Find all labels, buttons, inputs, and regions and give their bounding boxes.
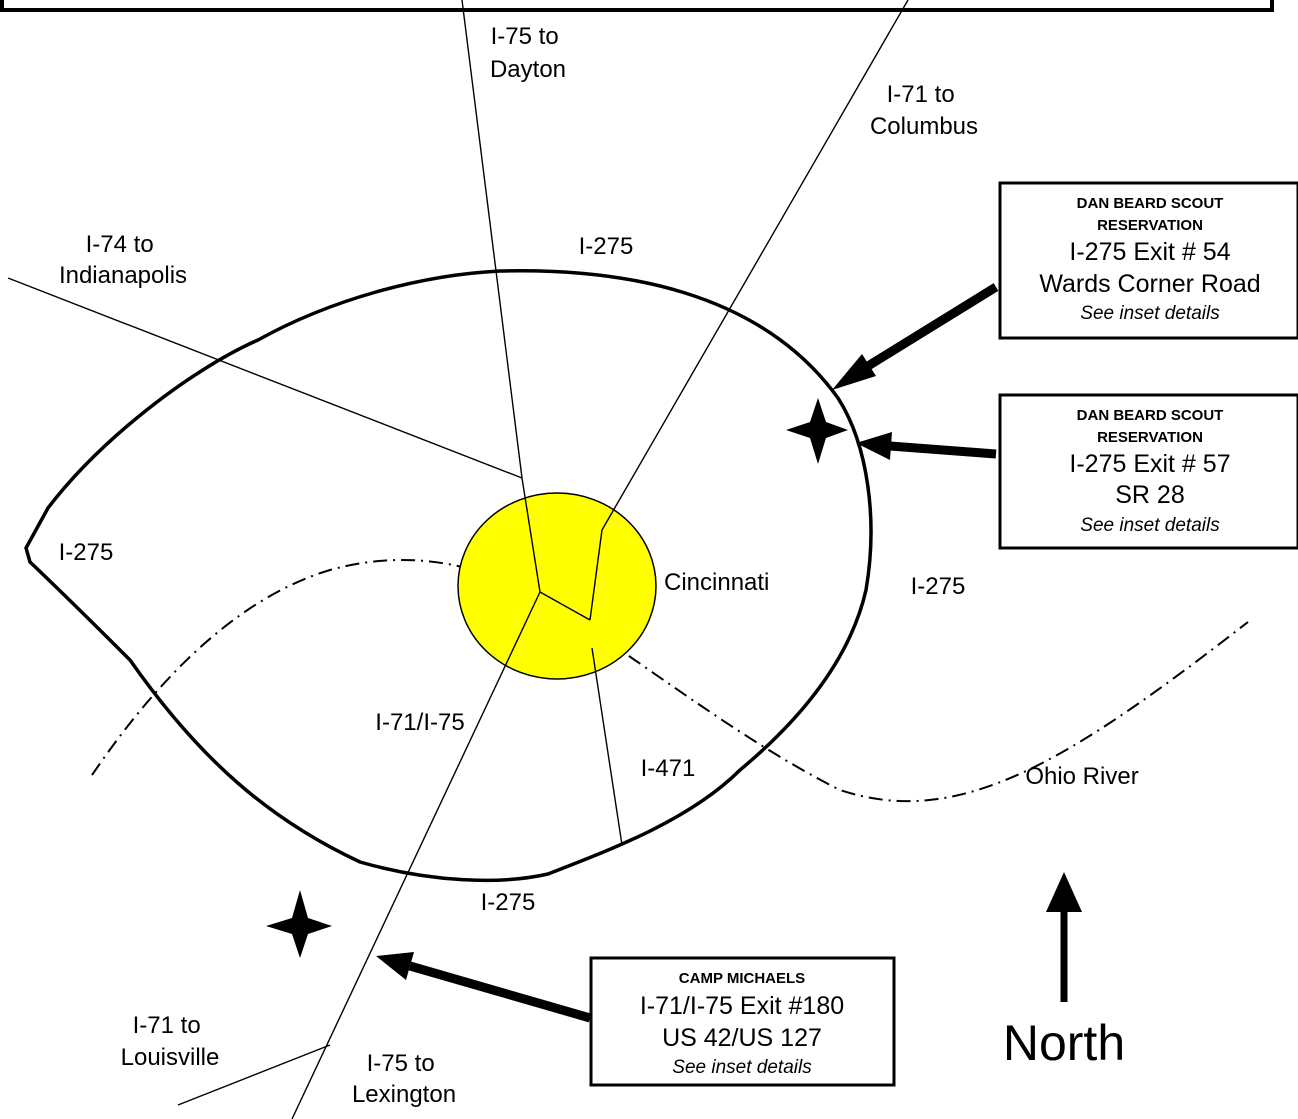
arrow-head-exit-180 xyxy=(376,952,414,980)
callout-exit-54-line-2: Wards Corner Road xyxy=(1039,270,1260,298)
road-i71-i75-south xyxy=(291,591,541,1119)
label-i71-louisville-line2: Louisville xyxy=(121,1044,220,1071)
arrow-shaft-exit-180 xyxy=(408,961,592,1023)
callout-camp-michaels-box xyxy=(589,956,896,1087)
callout-camp-michaels-note: See inset details xyxy=(672,1057,812,1078)
road-downtown-connector xyxy=(539,591,591,621)
label-i71-columbus-line1: I-71 to xyxy=(887,81,955,108)
label-cincinnati: Cincinnati xyxy=(664,569,769,596)
callout-exit-57-line-2: SR 28 xyxy=(1115,481,1184,509)
callout-exit-57-note: See inset details xyxy=(1080,515,1220,536)
label-i75-lexington: I-75 to Lexington xyxy=(352,1050,456,1108)
label-i275-left: I-275 xyxy=(59,539,114,566)
arrow-shaft-exit-54 xyxy=(865,283,999,370)
label-ohio-river: Ohio River xyxy=(1025,763,1138,790)
north-arrow-head xyxy=(1046,872,1082,912)
road-i74 xyxy=(7,277,523,479)
label-i74-line2: Indianapolis xyxy=(59,262,187,289)
callout-exit-54: DAN BEARD SCOUT RESERVATION I-275 Exit #… xyxy=(998,181,1298,340)
callout-exit-57-title-2: RESERVATION xyxy=(1097,429,1203,446)
callout-exit-54-note: See inset details xyxy=(1080,303,1220,324)
label-i275-top: I-275 xyxy=(579,233,634,260)
road-i71-north xyxy=(589,0,909,621)
callout-exit-54-line-1: I-275 Exit # 54 xyxy=(1069,238,1230,266)
callout-camp-michaels-line-1: I-71/I-75 Exit #180 xyxy=(640,992,844,1020)
arrow-head-exit-57 xyxy=(856,432,892,460)
star-marker-dan-beard xyxy=(786,398,848,464)
road-i471 xyxy=(591,647,623,846)
callout-camp-michaels-line-2: US 42/US 127 xyxy=(662,1024,822,1052)
road-i71-south-branch xyxy=(177,1044,331,1106)
label-i71-louisville: I-71 to Louisville xyxy=(121,1012,220,1071)
callout-exit-54-box xyxy=(998,181,1298,340)
callout-camp-michaels-title: CAMP MICHAELS xyxy=(679,970,805,987)
callout-camp-michaels: CAMP MICHAELS I-71/I-75 Exit #180 US 42/… xyxy=(589,956,896,1087)
star-marker-camp-michaels xyxy=(266,890,332,958)
callout-exit-54-title-2: RESERVATION xyxy=(1097,217,1203,234)
label-i75-dayton: I-75 to Dayton xyxy=(490,23,566,83)
arrow-shaft-exit-57 xyxy=(889,441,997,459)
callout-exit-57-line-1: I-275 Exit # 57 xyxy=(1069,450,1230,478)
north-label: North xyxy=(1003,1015,1125,1071)
label-i71-columbus: I-71 to Columbus xyxy=(870,81,978,140)
arrow-head-exit-54 xyxy=(832,354,876,390)
callout-exit-54-title-1: DAN BEARD SCOUT xyxy=(1077,195,1224,212)
label-i71-louisville-line1: I-71 to xyxy=(133,1012,201,1039)
label-i74-indianapolis: I-74 to Indianapolis xyxy=(59,231,187,289)
label-i71-i75: I-71/I-75 xyxy=(375,709,464,736)
cincinnati-city-area xyxy=(457,492,657,680)
top-frame-border xyxy=(0,0,1274,12)
callout-exit-57-title-1: DAN BEARD SCOUT xyxy=(1077,407,1224,424)
label-i74-line1: I-74 to xyxy=(86,231,154,258)
label-i71-columbus-line2: Columbus xyxy=(870,113,978,140)
label-i471: I-471 xyxy=(641,755,696,782)
callout-exit-57-box xyxy=(998,393,1298,550)
callout-exit-57: DAN BEARD SCOUT RESERVATION I-275 Exit #… xyxy=(998,393,1298,550)
label-i275-bottom: I-275 xyxy=(481,889,536,916)
label-i275-right: I-275 xyxy=(911,573,966,600)
label-i75-dayton-line1: I-75 to xyxy=(491,23,559,50)
label-i75-lexington-line1: I-75 to xyxy=(367,1050,435,1077)
label-i75-dayton-line2: Dayton xyxy=(490,56,566,83)
label-i75-lexington-line2: Lexington xyxy=(352,1081,456,1108)
